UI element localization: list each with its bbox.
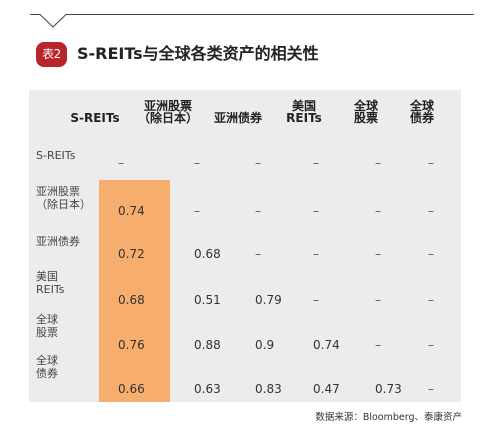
correlation-value: 0.47 — [313, 382, 340, 396]
column-header: S-REITs — [70, 111, 120, 125]
correlation-value: 0.76 — [118, 338, 145, 352]
correlation-value: 0.74 — [118, 204, 145, 218]
highlight-column — [99, 180, 170, 402]
empty-cell: – — [118, 156, 124, 170]
correlation-value: 0.73 — [375, 382, 402, 396]
row-label: 亚洲股票 （除日本） — [36, 185, 91, 211]
correlation-value: 0.9 — [255, 338, 275, 352]
correlation-value: 0.72 — [118, 247, 145, 261]
table-number-badge: 表2 — [36, 42, 67, 67]
row-label: 亚洲债券 — [36, 235, 80, 248]
correlation-value: 0.79 — [255, 293, 282, 307]
column-header: 全球 股票 — [353, 99, 378, 125]
row-label: 美国 REITs — [36, 270, 65, 296]
correlation-value: 0.83 — [255, 382, 282, 396]
empty-cell: – — [313, 293, 319, 307]
correlation-value: 0.68 — [118, 293, 145, 307]
data-source: 数据来源：Bloomberg、泰康资产 — [315, 412, 462, 423]
correlation-value: 0.74 — [313, 338, 340, 352]
correlation-value: 0.66 — [118, 382, 145, 396]
empty-cell: – — [428, 247, 434, 261]
empty-cell: – — [255, 247, 261, 261]
empty-cell: – — [428, 293, 434, 307]
correlation-value: 0.68 — [194, 247, 221, 261]
empty-cell: – — [428, 382, 434, 396]
empty-cell: – — [255, 204, 261, 218]
correlation-table — [29, 90, 461, 402]
row-label: 全球 债券 — [36, 354, 58, 380]
correlation-value: 0.63 — [194, 382, 221, 396]
empty-cell: – — [313, 204, 319, 218]
correlation-value: 0.88 — [194, 338, 221, 352]
row-label: S-REITs — [36, 149, 76, 162]
empty-cell: – — [313, 247, 319, 261]
empty-cell: – — [428, 156, 434, 170]
correlation-value: 0.51 — [194, 293, 221, 307]
empty-cell: – — [313, 156, 319, 170]
empty-cell: – — [428, 204, 434, 218]
empty-cell: – — [375, 204, 381, 218]
empty-cell: – — [194, 204, 200, 218]
column-header: 美国 REITs — [286, 99, 322, 125]
column-header: 亚洲债券 — [213, 111, 262, 125]
empty-cell: – — [194, 156, 200, 170]
empty-cell: – — [428, 338, 434, 352]
empty-cell: – — [375, 338, 381, 352]
column-header: 全球 债券 — [409, 99, 434, 125]
row-label: 全球 股票 — [36, 313, 58, 339]
empty-cell: – — [375, 156, 381, 170]
header-notch-line — [30, 14, 474, 28]
column-header: 亚洲股票 （除日本） — [137, 99, 198, 125]
empty-cell: – — [375, 293, 381, 307]
table-title: S-REITs与全球各类资产的相关性 — [77, 44, 319, 63]
empty-cell: – — [255, 156, 261, 170]
empty-cell: – — [375, 247, 381, 261]
